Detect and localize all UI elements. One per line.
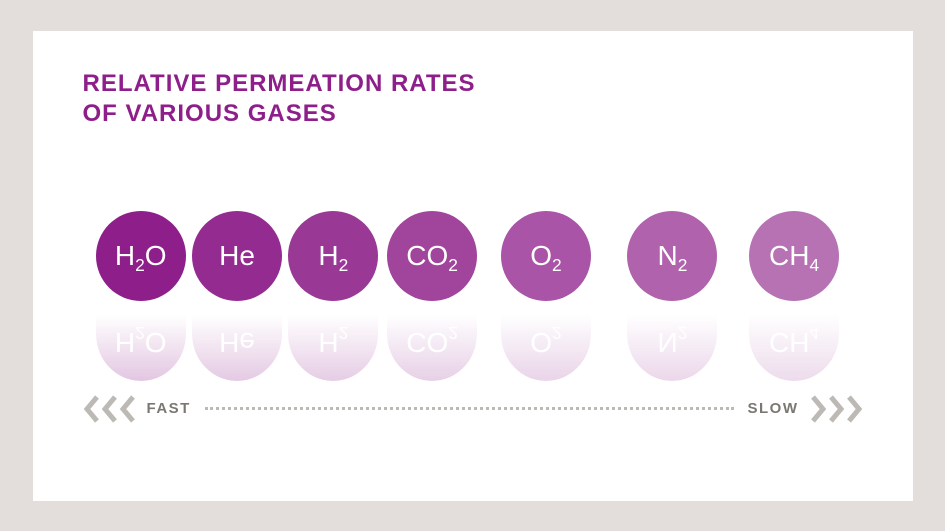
gas-circle: CO2: [387, 211, 477, 301]
gas-slot: HeHe: [189, 211, 285, 381]
gas-reflection: N2: [627, 303, 717, 381]
gas-slot: CH4CH4: [736, 211, 853, 381]
gas-slot: N2N2: [609, 211, 736, 381]
gas-circle: N2: [627, 211, 717, 301]
gas-circle: H2: [288, 211, 378, 301]
gas-slot: CO2CO2: [382, 211, 483, 381]
gas-slot: H2OH2O: [93, 211, 189, 381]
gas-circle: O2: [501, 211, 591, 301]
axis-slow-label: SLOW: [738, 400, 809, 417]
gas-reflection: CH4: [749, 303, 839, 381]
axis-dots: [205, 407, 734, 410]
gas-circle: CH4: [749, 211, 839, 301]
gas-reflection: H2: [288, 303, 378, 381]
diagram-title: RELATIVE PERMEATION RATES OF VARIOUS GAS…: [83, 69, 863, 129]
gas-slot: H2H2: [285, 211, 381, 381]
title-line-2: OF VARIOUS GASES: [83, 100, 337, 127]
axis-fast-label: FAST: [137, 400, 201, 417]
gas-reflection: O2: [501, 303, 591, 381]
speed-axis: FAST SLOW: [83, 389, 863, 429]
gas-slot: O2O2: [483, 211, 610, 381]
gas-reflection: H2O: [96, 303, 186, 381]
gas-reflection: CO2: [387, 303, 477, 381]
title-line-1: RELATIVE PERMEATION RATES: [83, 70, 476, 97]
gas-reflection: He: [192, 303, 282, 381]
slow-chevrons-icon: [809, 395, 863, 423]
gas-circle: H2O: [96, 211, 186, 301]
gas-circle: He: [192, 211, 282, 301]
fast-chevrons-icon: [83, 395, 137, 423]
gas-row: H2OH2OHeHeH2H2CO2CO2O2O2N2N2CH4CH4: [33, 211, 913, 381]
diagram-card: RELATIVE PERMEATION RATES OF VARIOUS GAS…: [33, 31, 913, 501]
